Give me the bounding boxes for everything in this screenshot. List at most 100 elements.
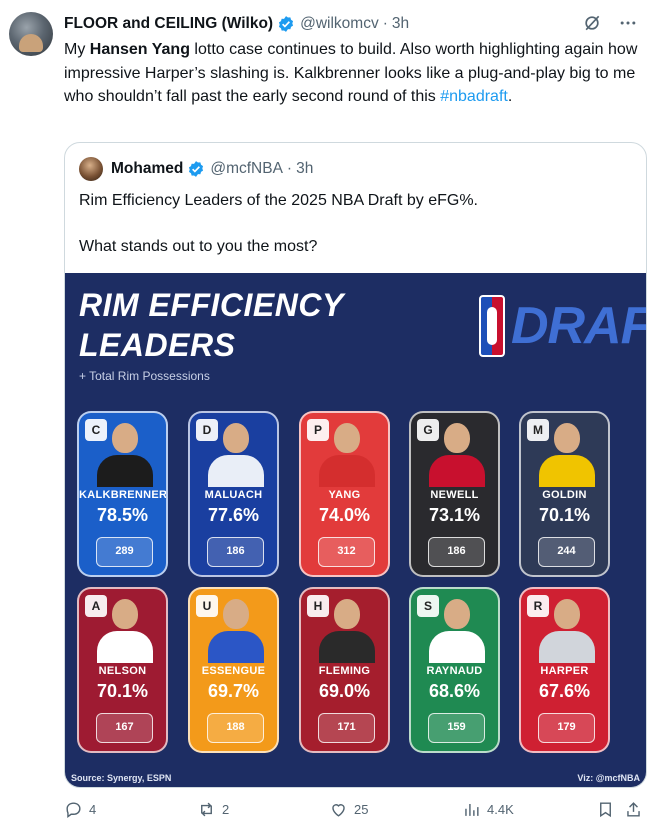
player-jersey	[97, 455, 153, 487]
player-card: C KALKBRENNER 78.5% 289	[77, 411, 168, 577]
player-rim-possessions: 186	[428, 537, 485, 567]
like-count: 25	[354, 802, 369, 817]
player-rim-possessions: 179	[538, 713, 595, 743]
player-name: YANG	[328, 489, 361, 501]
player-rim-possessions: 159	[428, 713, 485, 743]
author-handle[interactable]: @wilkomcv	[300, 15, 379, 32]
player-head	[554, 599, 580, 629]
title-line: LEADERS	[79, 327, 236, 363]
player-name: NEWELL	[430, 489, 479, 501]
player-photo: G	[411, 413, 498, 487]
player-card: G NEWELL 73.1% 186	[409, 411, 500, 577]
player-rim-possessions: 188	[207, 713, 264, 743]
player-name: RAYNAUD	[426, 665, 483, 677]
player-name: MALUACH	[204, 489, 263, 501]
player-jersey	[539, 631, 595, 663]
share-button[interactable]	[624, 800, 643, 819]
title-line: RIM EFFICIENCY	[79, 287, 344, 323]
player-head	[223, 423, 249, 453]
player-rim-possessions: 244	[538, 537, 595, 567]
school-logo-icon: P	[307, 419, 329, 441]
player-efg: 69.0%	[318, 681, 371, 701]
grok-icon[interactable]	[582, 13, 602, 33]
school-logo-icon: C	[85, 419, 107, 441]
player-rim-possessions: 312	[318, 537, 375, 567]
player-name: HARPER	[540, 665, 589, 677]
bookmark-button[interactable]	[596, 800, 615, 819]
repost-icon	[201, 802, 212, 817]
player-efg: 77.6%	[207, 505, 260, 525]
player-card: M GOLDIN 70.1% 244	[519, 411, 610, 577]
author-avatar[interactable]	[9, 12, 53, 56]
player-rim-possessions: 171	[318, 713, 375, 743]
quote-time[interactable]: 3h	[296, 160, 314, 177]
player-photo: S	[411, 589, 498, 663]
school-logo-icon: U	[196, 595, 218, 617]
repost-count: 2	[222, 802, 230, 817]
views-button[interactable]: 4.4K	[462, 800, 514, 819]
verified-badge-icon	[189, 161, 204, 177]
quote-author-name[interactable]: Mohamed	[111, 160, 184, 177]
bookmark-icon	[600, 802, 611, 818]
quoted-tweet[interactable]: Mohamed @mcfNBA · 3h Rim Efficiency Lead…	[64, 142, 647, 788]
player-head	[223, 599, 249, 629]
viz-credit: Viz: @mcfNBA	[577, 773, 640, 783]
infographic-title: RIM EFFICIENCY LEADERS	[79, 285, 344, 365]
heart-icon	[332, 804, 345, 817]
player-card: P YANG 74.0% 312	[299, 411, 390, 577]
tweet-text: My Hansen Yang lotto case continues to b…	[64, 38, 644, 109]
player-name: FLEMING	[318, 665, 371, 677]
player-efg: 73.1%	[428, 505, 481, 525]
player-card: H FLEMING 69.0% 171	[299, 587, 390, 753]
player-photo: C	[79, 413, 166, 487]
player-rim-possessions: 167	[96, 713, 153, 743]
reply-count: 4	[89, 802, 97, 817]
tweet-time[interactable]: 3h	[391, 15, 410, 32]
player-head	[334, 423, 360, 453]
repost-button[interactable]: 2	[197, 800, 229, 819]
player-jersey	[429, 631, 485, 663]
quote-text-line: What stands out to you the most?	[79, 238, 318, 255]
share-icon	[627, 802, 640, 817]
tweet-text-part: .	[507, 88, 513, 105]
more-icon[interactable]	[618, 13, 638, 33]
views-icon	[465, 803, 479, 816]
player-head	[112, 423, 138, 453]
school-logo-icon: M	[527, 419, 549, 441]
player-head	[444, 423, 470, 453]
quote-text-line: Rim Efficiency Leaders of the 2025 NBA D…	[79, 192, 478, 209]
tweet-top-icons	[582, 13, 638, 33]
player-jersey	[319, 455, 375, 487]
player-efg: 68.6%	[428, 681, 481, 701]
separator-dot: ·	[382, 15, 388, 32]
hashtag-link[interactable]: #nbadraft	[440, 88, 508, 105]
player-rim-possessions: 186	[207, 537, 264, 567]
school-logo-icon: R	[527, 595, 549, 617]
player-card: A NELSON 70.1% 167	[77, 587, 168, 753]
player-photo: R	[521, 589, 608, 663]
reply-button[interactable]: 4	[64, 800, 96, 819]
school-logo-icon: S	[417, 595, 439, 617]
tweet-header: FLOOR and CEILING (Wilko) @wilkomcv · 3h	[64, 13, 409, 35]
player-head	[334, 599, 360, 629]
player-photo: P	[301, 413, 388, 487]
infographic-image[interactable]: RIM EFFICIENCY LEADERS + Total Rim Posse…	[65, 273, 646, 787]
player-head	[112, 599, 138, 629]
like-button[interactable]: 25	[329, 800, 368, 819]
nba-logo-icon	[479, 295, 505, 357]
quote-author-handle[interactable]: @mcfNBA	[210, 160, 283, 177]
infographic-subtitle: + Total Rim Possessions	[79, 369, 210, 383]
player-card: U ESSENGUE 69.7% 188	[188, 587, 279, 753]
verified-badge-icon	[279, 16, 294, 32]
player-jersey	[208, 631, 264, 663]
tweet-text-part: My	[64, 41, 90, 58]
player-efg: 74.0%	[318, 505, 371, 525]
school-logo-icon: D	[196, 419, 218, 441]
player-card: D MALUACH 77.6% 186	[188, 411, 279, 577]
quote-author-avatar[interactable]	[79, 157, 103, 181]
player-head	[444, 599, 470, 629]
player-jersey	[97, 631, 153, 663]
author-name[interactable]: FLOOR and CEILING (Wilko)	[64, 15, 274, 32]
nba-draft-logo: DRAFT	[479, 295, 646, 357]
